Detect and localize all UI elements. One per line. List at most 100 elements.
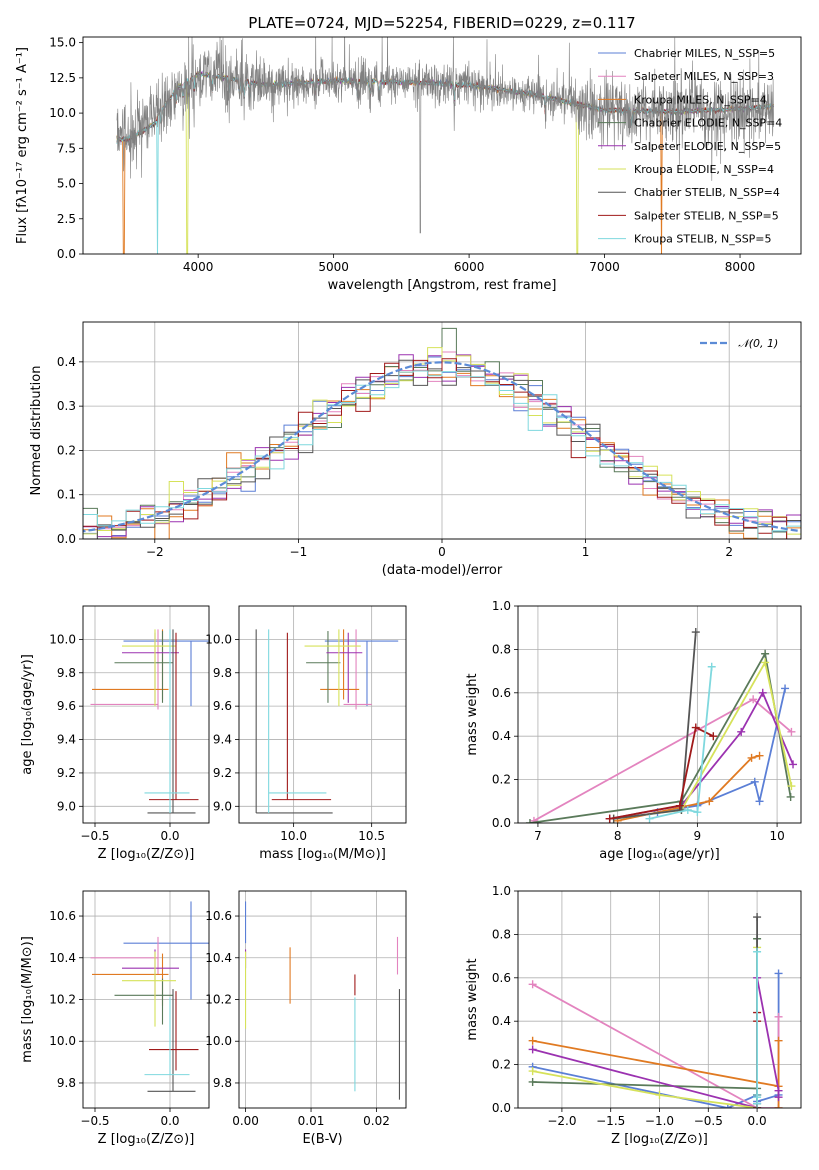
errorbar-chabrier-stelib xyxy=(255,629,333,814)
x-tick-label: 7000 xyxy=(589,260,620,274)
series-chabrier-miles xyxy=(528,969,783,1108)
data-point xyxy=(758,688,767,697)
y-tick-label: 9.0 xyxy=(213,799,232,813)
series-line xyxy=(533,698,792,822)
y-tick-label: 0.0 xyxy=(57,247,76,261)
x-axis-label: Z [log₁₀(Z/Z⊙)] xyxy=(98,1132,195,1147)
data-point xyxy=(605,814,614,823)
y-tick-label: 0.6 xyxy=(492,971,511,985)
data-point xyxy=(528,1077,537,1086)
errorbar-chabrier-stelib xyxy=(147,629,196,814)
plot-area xyxy=(83,327,801,539)
x-axis-label: Z [log₁₀(Z/Z⊙)] xyxy=(98,847,195,862)
errorbar-chabrier-elodie xyxy=(114,978,173,1025)
x-tick-label: 0.01 xyxy=(298,1114,325,1128)
errorbar-kroupa-stelib xyxy=(144,629,190,813)
grid xyxy=(239,606,406,823)
plot-area xyxy=(116,37,775,254)
data-point xyxy=(705,797,714,806)
errorbar-salpeter-stelib xyxy=(271,632,332,801)
data-point xyxy=(645,814,654,823)
plot-area xyxy=(244,901,401,1100)
axes-frame xyxy=(517,605,802,824)
data-point xyxy=(774,1012,783,1021)
x-tick-label: 8 xyxy=(614,829,622,843)
data-point xyxy=(753,1090,762,1099)
series-line xyxy=(609,690,794,820)
panel-age-vs-Z: −0.5 0.0 9.0 9.2 9.4 9.6 9.8 10.0 Z [log₁₀(Z/Z⊙)… xyxy=(20,605,210,862)
data-point xyxy=(787,782,796,791)
errorbar-kroupa-miles xyxy=(92,953,169,1006)
series-line xyxy=(532,938,758,1108)
series-chabrier-elodie xyxy=(525,649,795,823)
x-tick-label: 8000 xyxy=(725,260,756,274)
errorbar-kroupa-elodie xyxy=(122,951,176,1027)
grid xyxy=(518,605,801,824)
data-point xyxy=(774,1036,783,1045)
errorbar-kroupa-stelib xyxy=(144,997,190,1076)
data-point xyxy=(747,753,756,762)
observed-spectrum xyxy=(116,37,774,234)
data-point xyxy=(753,947,762,956)
series-kroupa-miles xyxy=(613,751,764,823)
data-point xyxy=(774,1104,783,1108)
y-tick-label: 7.5 xyxy=(57,141,76,155)
data-point xyxy=(691,723,700,732)
y-axis-label: mass [log₁₀(M/M⊙)] xyxy=(20,936,35,1063)
plot-area xyxy=(528,913,783,1108)
y-tick-label: 10.4 xyxy=(205,951,232,965)
errorbar-chabrier-elodie xyxy=(306,631,341,703)
series-line xyxy=(649,666,713,820)
errorbar-kroupa-elodie xyxy=(304,629,361,707)
series-line xyxy=(617,754,760,822)
errorbar-salpeter-stelib xyxy=(149,991,199,1071)
y-tick-label: 10.2 xyxy=(49,993,76,1007)
x-axis-label: E(B-V) xyxy=(302,1132,342,1147)
legend-entry: 𝒩(0, 1) xyxy=(736,337,778,350)
data-point xyxy=(525,819,534,823)
y-tick-label: 9.8 xyxy=(57,666,76,680)
legend-entry: Salpeter ELODIE, N_SSP=5 xyxy=(634,140,781,153)
errorbar-salpeter-stelib xyxy=(149,632,199,801)
axes-frame xyxy=(517,890,802,1109)
y-tick-label: 9.6 xyxy=(57,699,76,713)
errorbar-kroupa-elodie xyxy=(122,629,176,707)
errorbar-chabrier-miles xyxy=(324,640,399,707)
y-tick-label: 10.6 xyxy=(205,909,232,923)
series-kroupa-stelib xyxy=(645,662,716,823)
data-point xyxy=(750,777,759,786)
data-point xyxy=(693,808,702,817)
y-tick-label: 10.0 xyxy=(49,632,76,646)
x-tick-label: 0.0 xyxy=(160,829,179,843)
y-tick-label: 0.3 xyxy=(57,399,76,413)
x-tick-label: 7 xyxy=(534,829,542,843)
y-tick-label: 1.0 xyxy=(492,884,511,898)
data-point xyxy=(737,727,746,736)
y-tick-label: 0.2 xyxy=(492,773,511,787)
y-tick-label: 10.0 xyxy=(205,632,232,646)
y-tick-label: 0.4 xyxy=(57,355,76,369)
errorbar-salpeter-elodie xyxy=(326,632,363,703)
y-axis-label: Flux [fλ10⁻¹⁷ erg cm⁻² s⁻¹ A⁻¹] xyxy=(15,47,30,244)
series-line xyxy=(532,947,758,1108)
data-point xyxy=(528,1036,537,1045)
x-axis-label: (data-model)/error xyxy=(382,563,503,578)
data-point xyxy=(755,751,764,760)
data-point xyxy=(709,732,718,741)
y-axis-label: Normed distribution xyxy=(29,366,44,496)
y-tick-label: 10.0 xyxy=(49,1034,76,1048)
axes-frame xyxy=(82,36,802,255)
series-line xyxy=(613,659,793,820)
y-tick-label: 9.2 xyxy=(57,766,76,780)
panel-age-vs-mass: 10.0 10.5 9.0 9.2 9.4 9.6 9.8 10.0 mass [log₁₀(M… xyxy=(205,605,407,862)
y-tick-label: 9.4 xyxy=(213,733,232,747)
y-tick-label: 0.4 xyxy=(492,729,511,743)
y-tick-label: 15.0 xyxy=(49,36,76,50)
data-point xyxy=(528,1067,537,1076)
legend-entry: Kroupa MILES, N_SSP=4 xyxy=(634,93,767,106)
axes-frame xyxy=(238,890,407,1109)
data-point xyxy=(789,760,798,769)
data-point xyxy=(675,801,684,810)
data-point xyxy=(761,649,770,658)
data-point xyxy=(753,913,762,922)
